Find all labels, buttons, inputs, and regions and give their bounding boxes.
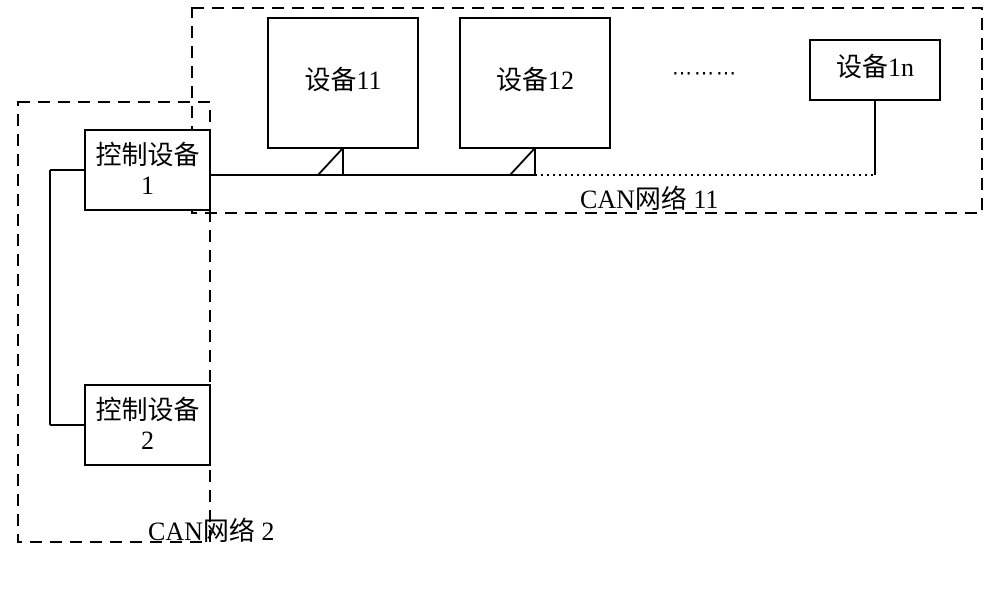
label-can2: CAN网络 2	[148, 517, 274, 546]
label-ctrl2-l1: 控制设备	[95, 396, 199, 425]
label-ctrl2-l2: 2	[141, 426, 154, 455]
label-dev12: 设备12	[496, 66, 574, 95]
label-dev1n: 设备1n	[836, 53, 914, 82]
label-ctrl1-l1: 控制设备	[95, 141, 199, 170]
label-can11: CAN网络 11	[580, 185, 718, 214]
bus11-tap-0	[318, 148, 343, 175]
bus11-tap-1	[510, 148, 535, 175]
label-dev11: 设备11	[304, 66, 381, 95]
ellipsis-icon: ⋯⋯⋯	[672, 63, 738, 85]
label-ctrl1-l2: 1	[141, 171, 154, 200]
